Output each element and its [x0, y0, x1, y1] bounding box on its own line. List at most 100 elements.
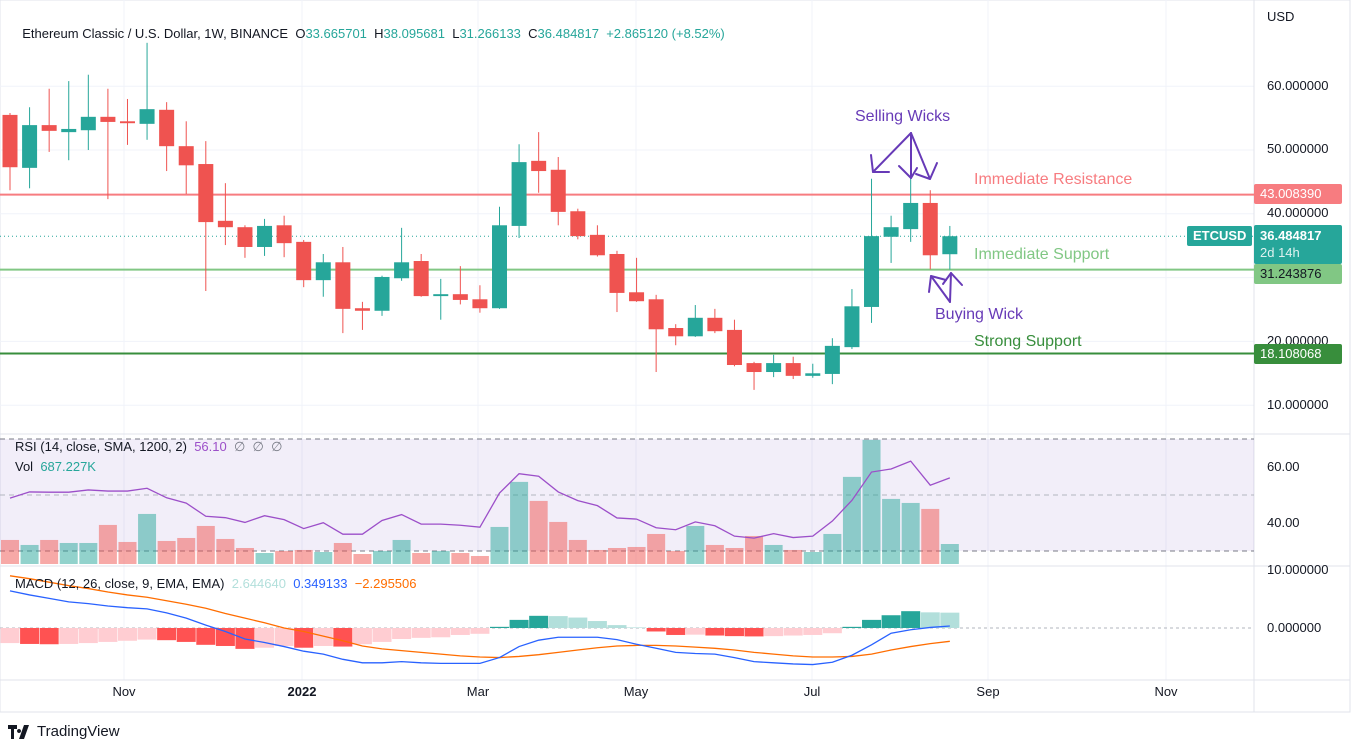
candle-down [335, 262, 351, 309]
volume-bar [235, 547, 254, 564]
candle-down [178, 146, 194, 166]
volume-bar [666, 550, 685, 564]
close-value: 36.484817 [537, 26, 599, 41]
macd-histogram-value: 2.644640 [231, 576, 286, 591]
low-value: 31.266133 [459, 26, 521, 41]
candle-down [159, 109, 175, 147]
volume-bar [412, 552, 431, 564]
candle-up [511, 162, 527, 226]
volume-legend: Vol 687.227K [15, 459, 96, 474]
macd-histogram-bar [176, 628, 196, 642]
volume-bar [764, 544, 783, 564]
volume-bar [118, 541, 137, 564]
resistance-price-tag: 43.008390 [1254, 184, 1342, 204]
candle-up [864, 236, 880, 307]
macd-line-value: 0.349133 [293, 576, 348, 591]
volume-bar [470, 555, 489, 564]
volume-bar [686, 525, 705, 564]
macd-line [9, 590, 950, 666]
macd-histogram-bar [822, 628, 842, 634]
macd-histogram-bar [803, 628, 823, 635]
rsi-value: 56.10 [194, 439, 227, 454]
macd-histogram-bar [39, 628, 59, 645]
candle-down [41, 125, 57, 131]
price-tick: 60.000000 [1267, 78, 1329, 93]
macd-legend: MACD (12, 26, close, 9, EMA, EMA) 2.6446… [15, 576, 417, 591]
volume-bar [588, 549, 607, 564]
volume-bar [216, 538, 235, 564]
candle-down [354, 308, 370, 311]
macd-histogram-bar [20, 628, 40, 644]
volume-bar [823, 533, 842, 564]
time-tick: Sep [976, 684, 1000, 699]
volume-bar [725, 547, 744, 564]
candle-down [648, 299, 664, 330]
candle-up [61, 128, 77, 133]
macd-histogram-bar [215, 628, 235, 646]
price-tick: 10.000000 [1267, 397, 1329, 412]
tradingview-logo-icon [8, 724, 29, 739]
macd-histogram-bar [157, 628, 177, 641]
candle-up [22, 125, 38, 168]
tradingview-logo[interactable]: TradingView [8, 723, 120, 740]
volume-bar [510, 481, 529, 564]
candle-up [903, 202, 919, 230]
macd-histogram-bar [627, 627, 647, 628]
volume-bar [157, 540, 176, 564]
symbol-title: Ethereum Classic / U.S. Dollar, 1W, BINA… [22, 26, 289, 41]
arrow-head-icon [942, 272, 963, 286]
volume-bar [607, 547, 626, 564]
macd-label: MACD (12, 26, close, 9, EMA, EMA) [15, 576, 225, 591]
annotation-buying-wick[interactable]: Buying Wick [935, 306, 1024, 323]
volume-value: 687.227K [40, 459, 96, 474]
volume-bar [353, 553, 372, 564]
volume-bar [490, 526, 509, 564]
volume-bar [568, 539, 587, 564]
candle-down [629, 292, 645, 302]
macd-signal-value: −2.295506 [354, 576, 417, 591]
volume-bar [373, 550, 392, 564]
candle-down [785, 363, 801, 376]
volume-bar [1, 539, 19, 564]
macd-tick: 0.000000 [1267, 620, 1322, 635]
annotation-immediate-resistance[interactable]: Immediate Resistance [974, 171, 1133, 188]
arrow-head-icon [928, 275, 947, 293]
candle-up [883, 227, 899, 237]
volume-bar [294, 549, 313, 564]
price-tick: 50.000000 [1267, 141, 1329, 156]
candle-down [237, 227, 253, 247]
macd-histogram-bar [744, 628, 764, 637]
candle-down [452, 294, 468, 300]
volume-bar [40, 539, 59, 564]
volume-bar [901, 502, 920, 564]
volume-bar [138, 513, 157, 564]
candle-up [394, 262, 410, 279]
volume-bar [627, 546, 646, 564]
macd-histogram-bar [607, 625, 627, 628]
macd-histogram-bar [59, 628, 79, 644]
last-price-tag: 36.484817 2d 14h [1254, 225, 1342, 264]
volume-bar [549, 521, 568, 564]
rsi-label: RSI (14, close, SMA, 1200, 2) [15, 439, 187, 454]
volume-bar [940, 543, 959, 564]
price-tick: 40.000000 [1267, 205, 1329, 220]
macd-histogram-bar [724, 628, 744, 637]
volume-bar [431, 550, 450, 564]
symbol-tag: ETCUSD [1187, 226, 1253, 246]
macd-histogram-bar [411, 628, 431, 638]
macd-histogram-bar [920, 612, 940, 628]
last-price: 36.484817 [1260, 228, 1322, 243]
macd-histogram-bar [940, 612, 960, 628]
annotation-selling-wicks[interactable]: Selling Wicks [855, 108, 951, 125]
volume-bar [20, 544, 39, 564]
macd-histogram-bar [705, 628, 725, 636]
annotation-immediate-support[interactable]: Immediate Support [974, 246, 1110, 263]
candle-down [198, 164, 214, 223]
strong-support-price-tag: 18.108068 [1254, 344, 1342, 364]
volume-bar [177, 537, 196, 564]
annotation-strong-support[interactable]: Strong Support [974, 333, 1082, 350]
macd-histogram-bar [450, 628, 470, 635]
volume-bar [529, 500, 548, 564]
macd-histogram-bar [333, 628, 353, 647]
